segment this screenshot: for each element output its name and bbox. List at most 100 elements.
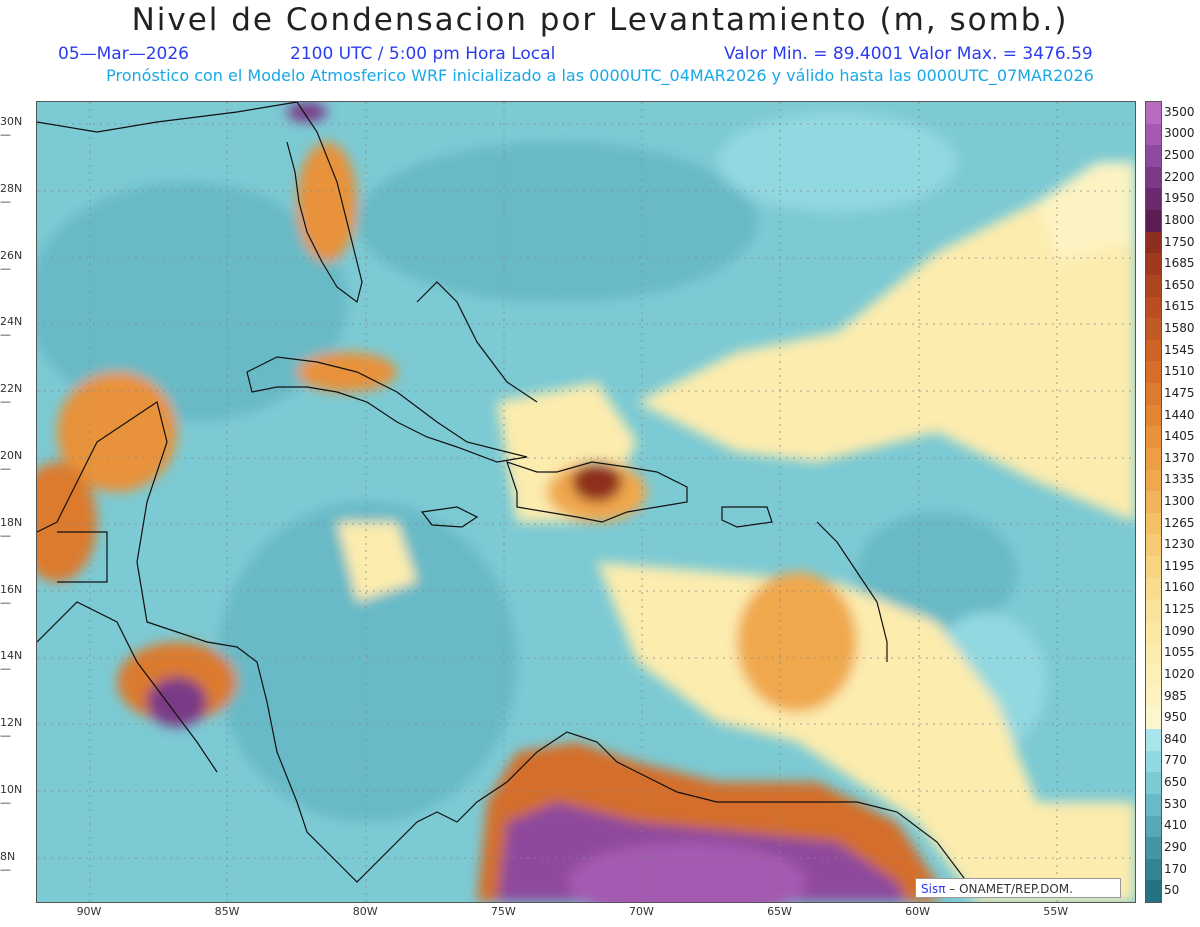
- map-title: Nivel de Condensacion por Levantamiento …: [131, 2, 1069, 38]
- graticule: [37, 102, 1135, 902]
- color-bar-label: 1055: [1164, 645, 1195, 660]
- map-frame: [36, 101, 1136, 903]
- color-bar-label: 3000: [1164, 126, 1195, 141]
- lat-label: 12N —: [0, 716, 23, 743]
- color-bar-label: 1090: [1164, 623, 1195, 638]
- lon-label: 55W: [1043, 905, 1069, 918]
- color-bar-label: 1335: [1164, 472, 1195, 487]
- color-bar-label: 770: [1164, 753, 1187, 768]
- color-bar-label: 50: [1164, 883, 1180, 898]
- lat-label: 22N —: [0, 382, 23, 409]
- lat-label: 30N —: [0, 115, 23, 141]
- color-bar: [1145, 101, 1162, 903]
- color-bar-segment: [1146, 556, 1161, 579]
- color-bar-label: 1230: [1164, 537, 1195, 552]
- color-bar-segment: [1146, 729, 1161, 752]
- color-bar-segment: [1146, 253, 1161, 276]
- color-bar-segment: [1146, 210, 1161, 233]
- color-bar-label: 170: [1164, 861, 1187, 876]
- color-bar-segment: [1146, 361, 1161, 384]
- color-bar-label: 1615: [1164, 299, 1195, 314]
- color-bar-label: 1650: [1164, 277, 1195, 292]
- lat-label: 24N —: [0, 315, 23, 342]
- lon-label: 70W: [628, 905, 654, 918]
- color-bar-segment: [1146, 296, 1161, 319]
- color-bar-label: 1750: [1164, 234, 1195, 249]
- color-bar-label: 1510: [1164, 364, 1195, 379]
- color-bar-segment: [1146, 577, 1161, 600]
- color-bar-segment: [1146, 685, 1161, 708]
- color-bar-segment: [1146, 404, 1161, 427]
- credit-box: Sisπ – ONAMET/REP.DOM.: [915, 878, 1121, 898]
- color-bar-segment: [1146, 231, 1161, 254]
- color-bar-segment: [1146, 447, 1161, 471]
- cuba-coast: [246, 356, 528, 463]
- min-max-values: Valor Min. = 89.4001 Valor Max. = 3476.5…: [724, 44, 1093, 64]
- color-bar-label: 2200: [1164, 169, 1195, 184]
- florida-coast: [286, 102, 363, 304]
- color-bar-segment: [1146, 750, 1161, 773]
- sispi-logo: Sisπ: [921, 882, 946, 896]
- color-bar-label: 1300: [1164, 494, 1195, 508]
- color-bar-label: 1950: [1164, 191, 1195, 206]
- color-bar-label: 1125: [1164, 602, 1195, 617]
- bahamas-chain: [416, 281, 538, 403]
- color-bar-label: 950: [1164, 710, 1187, 725]
- lon-label: 85W: [214, 905, 240, 918]
- color-bar-segment: [1146, 664, 1161, 687]
- coastlines: [37, 102, 968, 883]
- color-bar-segment: [1146, 815, 1161, 838]
- color-bar-segment: [1146, 837, 1161, 860]
- color-bar-segment: [1146, 642, 1161, 665]
- lat-label: 20N —: [0, 449, 23, 475]
- color-bar-segment: [1146, 123, 1161, 146]
- south-america-coast: [456, 731, 968, 883]
- lat-label: 8N —: [0, 849, 16, 876]
- color-bar-label: 1160: [1164, 580, 1195, 595]
- puerto-rico-coast: [721, 506, 773, 528]
- lat-label: 10N —: [0, 783, 23, 809]
- color-bar-label: 1195: [1164, 558, 1195, 573]
- lon-label: 60W: [905, 905, 931, 918]
- lcl-field-map: [37, 102, 1135, 902]
- lat-label: 18N —: [0, 515, 23, 542]
- color-bar-label: 1405: [1164, 429, 1195, 444]
- color-bar-segment: [1146, 620, 1161, 644]
- forecast-date: 05—Mar—2026: [58, 44, 189, 64]
- color-bar-segment: [1146, 793, 1161, 816]
- field-shading: [37, 102, 1135, 902]
- credit-org: – ONAMET/REP.DOM.: [945, 882, 1073, 896]
- color-bar-label: 840: [1164, 731, 1187, 746]
- color-bar-segment: [1146, 145, 1161, 168]
- model-info: Pronóstico con el Modelo Atmosferico WRF…: [106, 66, 1094, 85]
- lon-label: 90W: [76, 905, 102, 918]
- color-bar-segment: [1146, 491, 1161, 514]
- pacific-coast: [37, 601, 218, 773]
- color-bar-label: 3500: [1164, 104, 1195, 119]
- lat-label: 28N —: [0, 181, 23, 208]
- forecast-time: 2100 UTC / 5:00 pm Hora Local: [290, 44, 556, 64]
- lat-label: 14N —: [0, 649, 23, 676]
- lesser-antilles: [816, 521, 888, 662]
- color-bar-label: 1265: [1164, 515, 1195, 530]
- hispaniola-coast: [506, 461, 688, 523]
- color-bar-segment: [1146, 339, 1161, 362]
- lat-label: 26N —: [0, 248, 23, 275]
- color-bar-label: 1685: [1164, 256, 1195, 271]
- color-bar-segment: [1146, 880, 1161, 903]
- color-bar-segment: [1146, 426, 1161, 449]
- color-bar-label: 1800: [1164, 212, 1195, 227]
- color-bar-segment: [1146, 534, 1161, 557]
- color-bar-segment: [1146, 166, 1161, 189]
- color-bar-label: 1545: [1164, 342, 1195, 357]
- color-bar-segment: [1146, 274, 1161, 298]
- color-bar-label: 1580: [1164, 321, 1195, 336]
- color-bar-label: 1020: [1164, 666, 1195, 681]
- color-bar-segment: [1146, 599, 1161, 622]
- color-bar-segment: [1146, 772, 1161, 795]
- color-bar-label: 530: [1164, 796, 1187, 811]
- color-bar-segment: [1146, 318, 1161, 341]
- lon-label: 65W: [767, 905, 792, 918]
- color-bar-segment: [1146, 858, 1161, 881]
- lon-label: 80W: [352, 905, 378, 918]
